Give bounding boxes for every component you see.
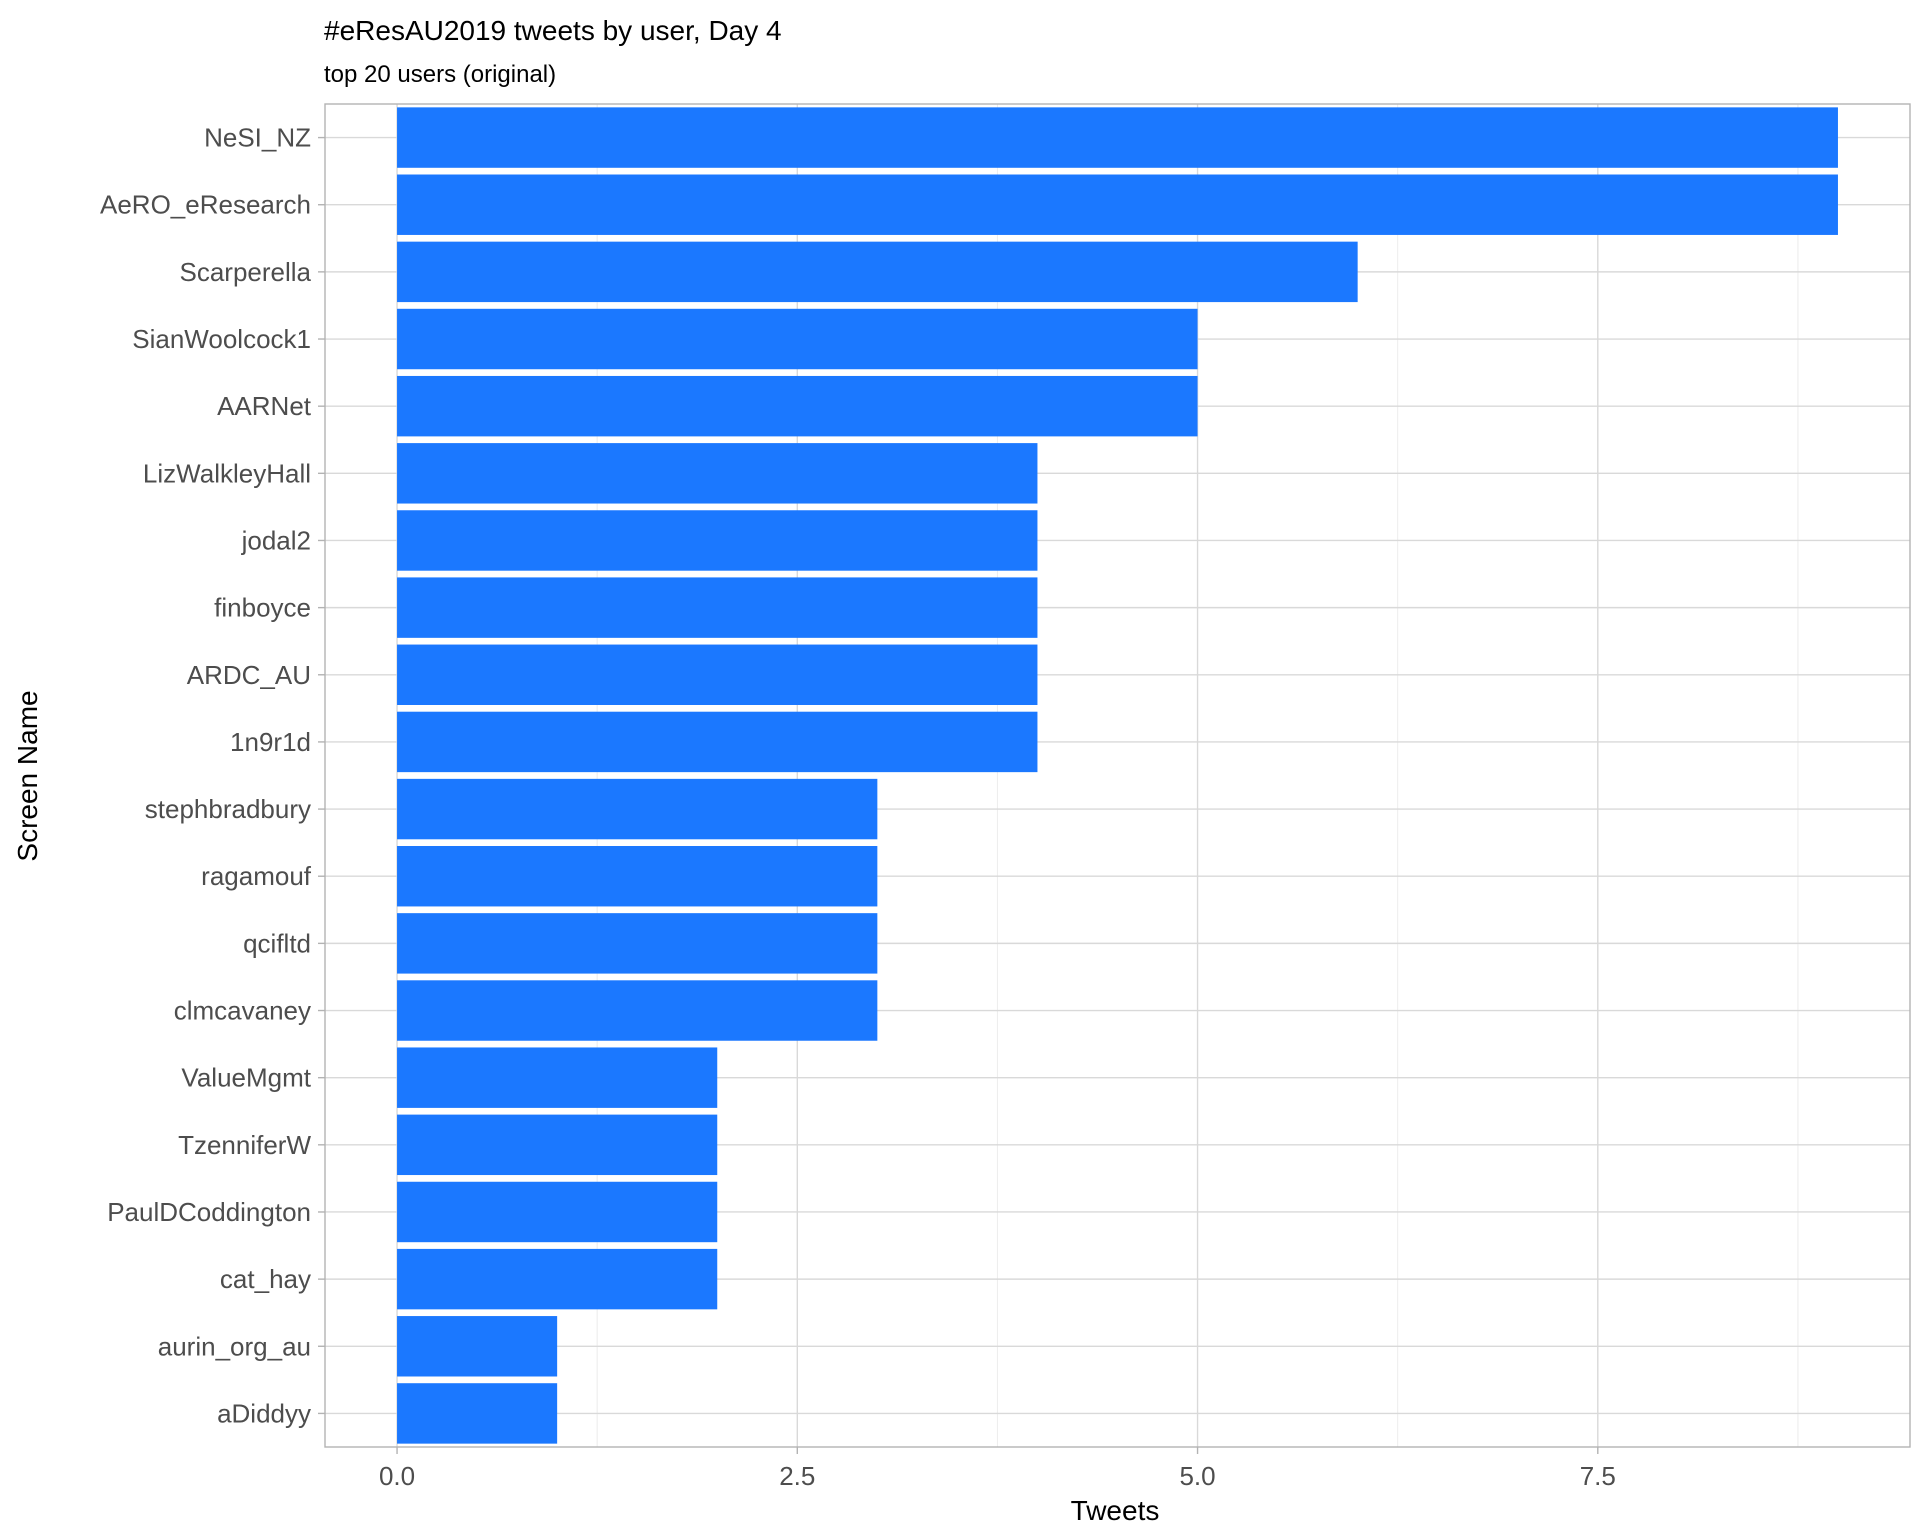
chart-title: #eResAU2019 tweets by user, Day 4 <box>324 15 782 46</box>
x-tick-label: 0.0 <box>379 1461 415 1491</box>
y-tick-label: AeRO_eResearch <box>100 190 311 220</box>
bar-LizWalkleyHall <box>397 443 1038 504</box>
y-tick-label: PaulDCoddington <box>107 1197 311 1227</box>
y-tick-label: SianWoolcock1 <box>132 324 311 354</box>
y-tick-label: ValueMgmt <box>181 1063 311 1093</box>
bar-qcifltd <box>397 913 878 974</box>
bar-AeRO_eResearch <box>397 174 1838 235</box>
x-axis-title: Tweets <box>1071 1495 1160 1526</box>
y-tick-label: ARDC_AU <box>187 660 311 690</box>
y-tick-label: NeSI_NZ <box>204 123 311 153</box>
x-tick-label: 2.5 <box>779 1461 815 1491</box>
y-axis: NeSI_NZ AeRO_eResearch Scarperella SianWool… <box>100 123 325 1428</box>
bar-aurin_org_au <box>397 1316 558 1377</box>
bar-cat_hay <box>397 1248 718 1310</box>
bar-finboyce <box>397 577 1038 638</box>
x-tick-label: 5.0 <box>1179 1461 1215 1491</box>
bar-clmcavaney <box>397 980 878 1041</box>
x-tick-label: 7.5 <box>1580 1461 1616 1491</box>
bar-SianWoolcock1 <box>397 308 1198 370</box>
y-tick-label: ragamouf <box>201 861 312 891</box>
y-tick-label: jodal2 <box>241 525 311 555</box>
bar-AARNet <box>397 375 1198 437</box>
y-tick-label: stephbradbury <box>145 794 311 824</box>
bar-PaulDCoddington <box>397 1181 718 1243</box>
bar-NeSI_NZ <box>397 107 1838 168</box>
bar-stephbradbury <box>397 778 878 840</box>
y-tick-label: clmcavaney <box>174 996 311 1026</box>
bar-ragamouf <box>397 846 878 907</box>
bar-ARDC_AU <box>397 644 1038 705</box>
y-axis-title: Screen Name <box>12 690 43 861</box>
grid-lines <box>325 104 1910 1447</box>
y-tick-label: aDiddyy <box>217 1398 311 1428</box>
bar-1n9r1d <box>397 711 1038 773</box>
y-tick-label: Scarperella <box>179 257 311 287</box>
bars <box>397 107 1838 1444</box>
chart-subtitle: top 20 users (original) <box>324 61 556 88</box>
bar-aDiddyy <box>397 1383 558 1444</box>
x-axis: 0.0 2.5 5.0 7.5 <box>379 1447 1616 1491</box>
bar-Scarperella <box>397 241 1358 303</box>
bar-TzenniferW <box>397 1114 718 1176</box>
y-tick-label: 1n9r1d <box>230 727 311 757</box>
y-tick-label: AARNet <box>217 391 312 421</box>
y-tick-label: cat_hay <box>220 1264 311 1294</box>
y-tick-label: LizWalkleyHall <box>143 458 311 488</box>
y-tick-label: finboyce <box>214 593 311 623</box>
y-tick-label: qcifltd <box>243 928 311 958</box>
bar-ValueMgmt <box>397 1047 718 1108</box>
y-tick-label: TzenniferW <box>178 1130 311 1160</box>
plot-panel <box>324 103 1911 1448</box>
bar-jodal2 <box>397 510 1038 571</box>
y-tick-label: aurin_org_au <box>158 1331 311 1361</box>
